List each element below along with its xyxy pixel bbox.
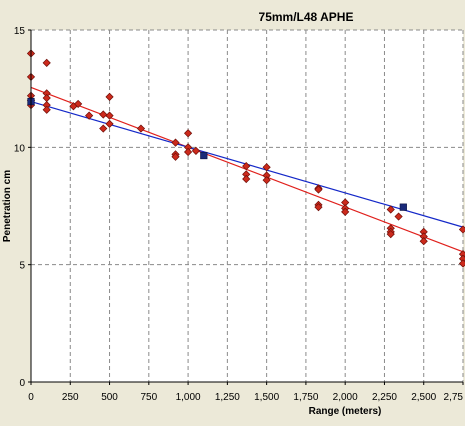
y-axis-title: Penetration cm bbox=[2, 170, 13, 242]
data-point bbox=[419, 237, 428, 246]
data-point bbox=[386, 205, 395, 214]
data-point bbox=[183, 147, 193, 157]
data-point-square bbox=[399, 203, 407, 211]
data-point-square bbox=[200, 151, 208, 160]
data-point bbox=[341, 207, 350, 216]
data-point bbox=[262, 176, 271, 185]
x-tick-label: 0 bbox=[28, 392, 34, 403]
data-point bbox=[171, 152, 180, 161]
data-point bbox=[99, 110, 108, 119]
data-point bbox=[183, 129, 193, 138]
x-tick-label: 500 bbox=[101, 392, 118, 403]
data-point bbox=[458, 225, 465, 234]
data-point bbox=[99, 124, 108, 133]
x-tick-label: 1,750 bbox=[293, 392, 318, 403]
data-point bbox=[262, 163, 271, 172]
data-point bbox=[74, 99, 83, 109]
plot-area bbox=[31, 30, 463, 382]
y-tick-label: 0 bbox=[19, 378, 25, 389]
data-point bbox=[242, 162, 251, 171]
y-tick-labels: 0 5 10 15 bbox=[14, 26, 31, 389]
data-point bbox=[105, 111, 114, 120]
y-tick-label: 15 bbox=[14, 26, 26, 37]
grid-lines bbox=[31, 29, 464, 382]
x-tick-label: 1,000 bbox=[176, 392, 201, 403]
x-tick-label: 250 bbox=[62, 392, 79, 403]
x-tick-label: 750 bbox=[140, 392, 157, 403]
x-tick-label: 1,500 bbox=[254, 392, 279, 403]
y-tick-label: 5 bbox=[19, 261, 25, 272]
data-point bbox=[191, 146, 201, 155]
data-point bbox=[242, 174, 251, 184]
axes bbox=[30, 30, 463, 383]
data-point bbox=[171, 138, 180, 147]
data-point bbox=[85, 111, 94, 120]
data-point bbox=[394, 212, 403, 221]
data-point bbox=[42, 105, 51, 114]
data-points bbox=[26, 49, 465, 268]
data-point bbox=[386, 230, 395, 239]
x-tick-label: 2,000 bbox=[333, 392, 358, 403]
data-point bbox=[105, 92, 114, 101]
x-tick-labels: 0 250 500 750 1,000 1,250 1,500 1,750 2,000 2,250… bbox=[28, 382, 464, 403]
x-axis-title: Range (meters) bbox=[309, 406, 382, 417]
data-point bbox=[314, 203, 323, 212]
x-tick-label: 1,250 bbox=[215, 392, 240, 403]
chart-title: 75mm/L48 APHE bbox=[259, 10, 354, 24]
x-tick-label: 2,250 bbox=[372, 392, 397, 403]
x-tick-label: 2,500 bbox=[411, 392, 436, 403]
data-point bbox=[314, 185, 323, 194]
y-tick-label: 10 bbox=[14, 143, 26, 154]
data-point bbox=[105, 119, 114, 128]
x-tick-label: 2,75 bbox=[444, 392, 464, 403]
data-point bbox=[136, 124, 146, 133]
data-point bbox=[458, 259, 465, 268]
data-point bbox=[42, 58, 51, 67]
